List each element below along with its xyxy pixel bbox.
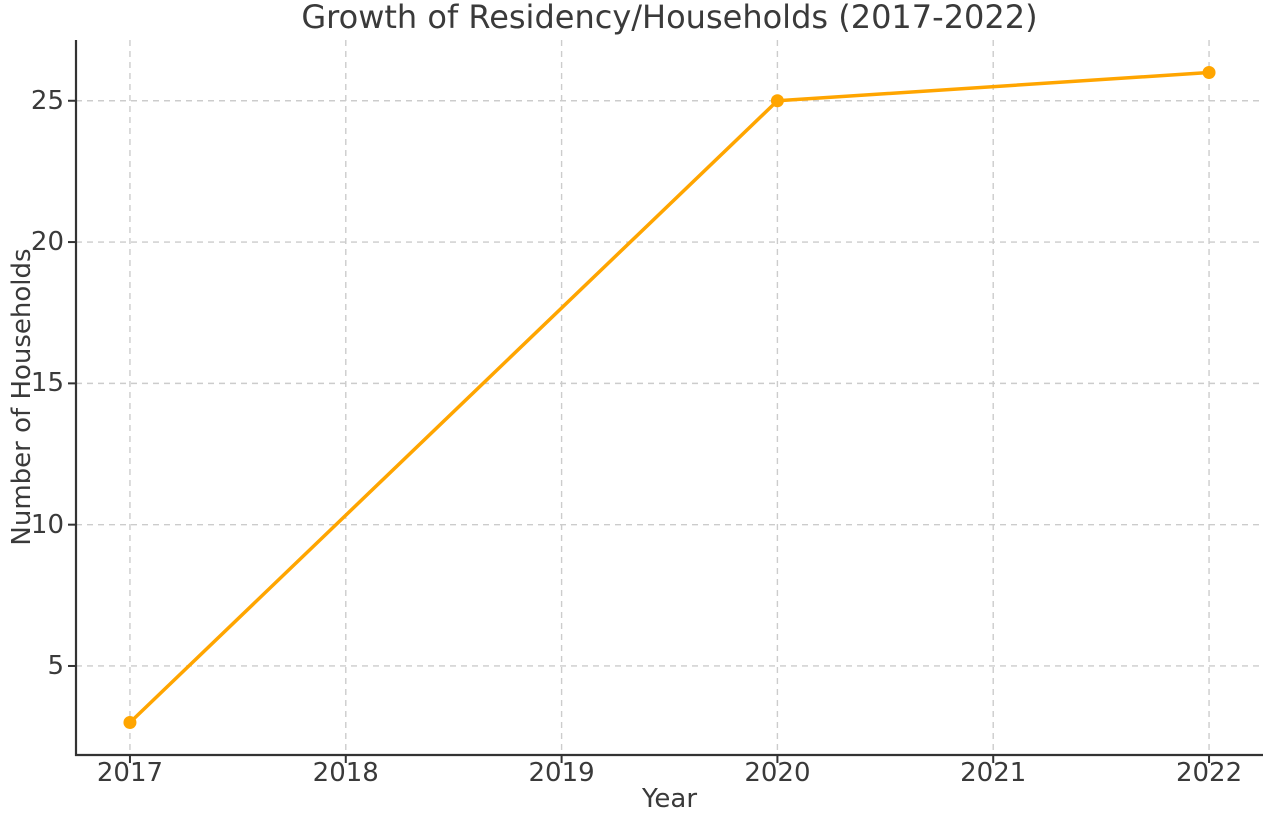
x-tick-label: 2022 (1175, 758, 1243, 788)
x-tick-label: 2020 (744, 758, 811, 788)
y-tick-label: 20 (30, 227, 64, 258)
data-line (128, 70, 1211, 725)
x-axis-label: Year (641, 784, 698, 814)
data-point (1202, 66, 1216, 79)
y-tick-label: 25 (30, 85, 64, 116)
x-tick-label: 2021 (960, 758, 1027, 788)
x-tick-label: 2017 (96, 758, 164, 788)
y-tick-label: 15 (30, 368, 64, 399)
x-tick-label: 2018 (312, 758, 379, 788)
chart-title: Growth of Residency/Households (2017-202… (301, 0, 1038, 36)
data-point (123, 716, 137, 729)
data-point (770, 94, 784, 108)
x-tick-label: 2019 (528, 758, 595, 788)
y-tick-label: 5 (47, 650, 64, 681)
y-tick-label: 10 (30, 509, 64, 540)
